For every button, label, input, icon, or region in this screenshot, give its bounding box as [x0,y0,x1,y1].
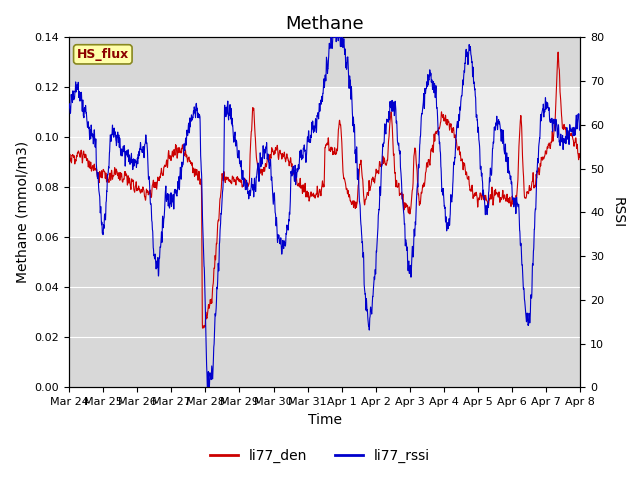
X-axis label: Time: Time [308,413,342,427]
Legend: li77_den, li77_rssi: li77_den, li77_rssi [204,443,436,468]
Y-axis label: RSSI: RSSI [611,197,625,228]
Bar [69,87,580,237]
Title: Methane: Methane [285,15,364,33]
Text: HS_flux: HS_flux [77,48,129,61]
Y-axis label: Methane (mmol/m3): Methane (mmol/m3) [15,141,29,283]
